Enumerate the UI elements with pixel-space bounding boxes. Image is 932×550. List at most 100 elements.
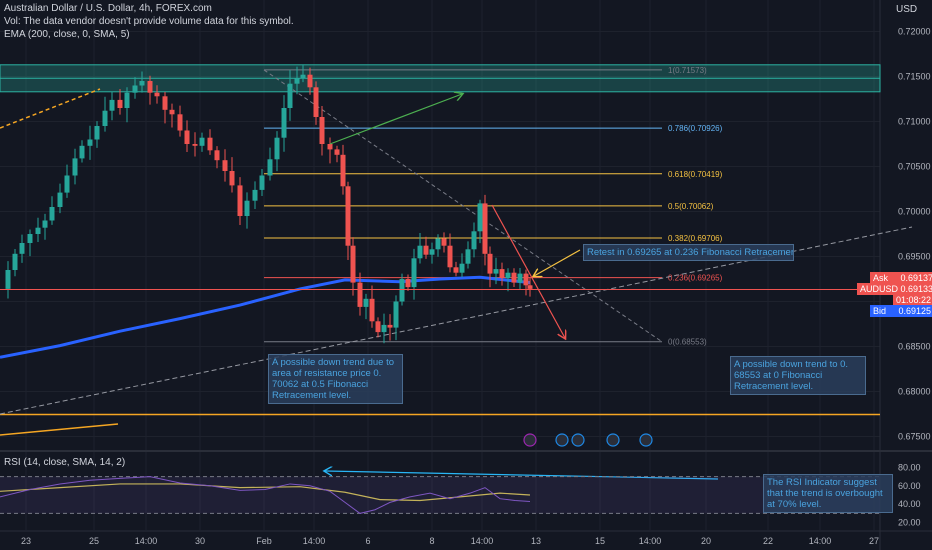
candle-body: [35, 227, 41, 234]
candle-body: [487, 253, 493, 274]
candle-body: [147, 81, 153, 93]
candle-body: [124, 92, 130, 108]
chart-title: Australian Dollar / U.S. Dollar, 4h, FOR…: [4, 3, 212, 14]
candle-body: [511, 272, 517, 283]
candle-body: [499, 269, 505, 279]
uptrend-line-dashed: [0, 226, 913, 415]
red-arrow: [491, 204, 565, 338]
candle-body: [42, 220, 48, 228]
candle-body: [423, 245, 429, 255]
bid-value: 0.69125: [898, 306, 932, 316]
candle-body: [281, 108, 287, 138]
annotation-left[interactable]: A possible down trend due to area of res…: [268, 354, 403, 404]
candle-body: [184, 130, 190, 144]
candle-body: [267, 159, 273, 176]
candle-body: [482, 203, 488, 254]
time-tick-label: 14:00: [135, 536, 158, 546]
candle-body: [87, 139, 93, 146]
time-tick-label: 30: [195, 536, 205, 546]
candle-body: [154, 92, 160, 97]
candle-body: [340, 154, 346, 187]
fib-level-label: 0.618(0.70419): [668, 170, 723, 179]
candle-body: [393, 301, 399, 328]
last-value: 0.69133: [900, 284, 932, 294]
annotation-right[interactable]: A possible down trend to 0. 68553 at 0 F…: [730, 356, 866, 395]
candle-body: [327, 144, 333, 150]
time-tick-label: 14:00: [639, 536, 662, 546]
price-tick-label: 0.69500: [898, 252, 931, 262]
candle-body: [229, 171, 235, 186]
rsi-tick-label: 80.00: [898, 462, 921, 472]
price-tick-label: 0.67500: [898, 432, 931, 442]
orange-short-line: [0, 423, 119, 436]
rsi-line: [0, 476, 531, 514]
event-icon: [639, 433, 653, 447]
candle-body: [79, 145, 85, 159]
candle-body: [357, 282, 363, 307]
time-tick-label: 15: [595, 536, 605, 546]
candle-body: [109, 99, 115, 111]
candle-body: [381, 324, 387, 333]
fib-level-label: 0.382(0.69706): [668, 234, 723, 243]
candle-body: [162, 96, 168, 110]
rsi-band: [0, 476, 880, 514]
candle-body: [49, 207, 55, 221]
candle-body: [94, 126, 100, 140]
event-icon: [523, 433, 537, 447]
candle-body: [177, 114, 183, 131]
symbol-label: AUDUSD: [860, 284, 899, 294]
price-tick-label: 0.72000: [898, 27, 931, 37]
currency-label: USD: [896, 4, 918, 15]
candle-body: [27, 234, 33, 243]
candle-body: [244, 200, 250, 216]
price-tick-label: 0.68000: [898, 387, 931, 397]
fib-level-label: 0.236(0.69265): [668, 274, 723, 283]
time-tick-label: 6: [365, 536, 370, 546]
time-tick-label: 23: [21, 536, 31, 546]
candle-body: [214, 150, 220, 161]
candle-body: [287, 83, 293, 108]
candle-body: [523, 273, 529, 286]
candles: [5, 65, 533, 344]
candle-body: [345, 186, 351, 246]
candle-body: [259, 175, 265, 190]
candle-body: [447, 245, 453, 268]
price-tick-label: 0.71500: [898, 72, 931, 82]
rsi-tick-label: 60.00: [898, 481, 921, 491]
time-tick-label: 8: [429, 536, 434, 546]
yellow-arrow: [534, 249, 581, 276]
bid-tag: Bid 0.69125: [870, 305, 932, 317]
candle-body: [274, 137, 280, 160]
candle-body: [12, 253, 18, 270]
price-tick-label: 0.70500: [898, 162, 931, 172]
time-tick-label: 22: [763, 536, 773, 546]
price-tick-label: 0.71000: [898, 117, 931, 127]
candle-body: [72, 158, 78, 176]
candle-body: [5, 270, 11, 289]
ask-label: Ask: [873, 273, 889, 283]
orange-dashed-line: [0, 88, 101, 129]
candle-body: [169, 109, 175, 115]
candle-body: [199, 137, 205, 146]
fib-level-label: 0.786(0.70926): [668, 124, 723, 133]
candle-body: [57, 192, 63, 207]
ask-value: 0.69137: [900, 273, 932, 283]
candle-body: [459, 263, 465, 273]
time-tick-label: 13: [531, 536, 541, 546]
candle-body: [453, 267, 459, 273]
event-icon: [571, 433, 585, 447]
time-tick-label: 14:00: [471, 536, 494, 546]
annotation-rsi[interactable]: The RSI Indicator suggest that the trend…: [763, 474, 893, 513]
annotation-retest[interactable]: Retest in 0.69265 at 0.236 Fibonacci Ret…: [583, 244, 794, 261]
candle-body: [465, 249, 471, 264]
time-tick-label: 14:00: [303, 536, 326, 546]
candle-body: [294, 78, 300, 84]
countdown-tag: 01:08:22: [893, 294, 932, 306]
candle-body: [313, 87, 319, 117]
candle-body: [102, 110, 108, 126]
rsi-tick-label: 40.00: [898, 499, 921, 509]
candle-body: [375, 321, 381, 333]
candle-body: [405, 279, 411, 288]
fib-diagonal: [263, 69, 663, 343]
